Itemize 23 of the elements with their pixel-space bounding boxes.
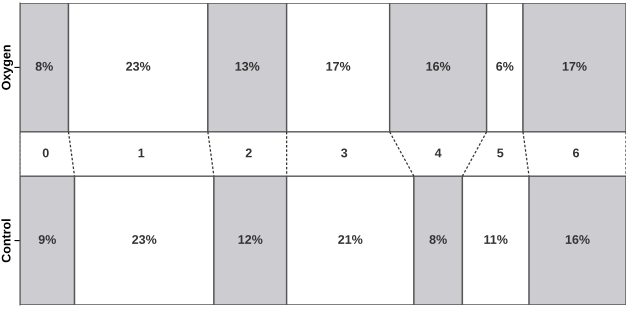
data-label: 11%	[484, 235, 508, 244]
data-label: 17%	[562, 62, 587, 71]
series-label: 0	[42, 148, 49, 158]
data-label: 21%	[338, 235, 362, 244]
data-label: 16%	[426, 62, 450, 71]
data-label: 23%	[132, 235, 156, 244]
data-label: 23%	[126, 62, 150, 71]
series-label: 5	[497, 148, 504, 158]
series-label: 6	[572, 148, 580, 158]
data-label: 8%	[430, 235, 447, 244]
y-tick-label: Control	[1, 219, 11, 262]
data-label: 8%	[36, 62, 53, 71]
series-label: 3	[341, 148, 348, 158]
data-label: 13%	[236, 62, 260, 71]
series-label: 1	[138, 148, 144, 158]
y-tick-label: Oxygen	[2, 45, 14, 90]
data-label: 16%	[566, 235, 590, 244]
data-label: 9%	[38, 235, 56, 244]
data-label: 12%	[238, 235, 262, 244]
data-label: 6%	[496, 62, 514, 71]
data-label: 17%	[326, 62, 350, 71]
series-label: 4	[434, 148, 442, 158]
series-label: 2	[246, 148, 252, 158]
